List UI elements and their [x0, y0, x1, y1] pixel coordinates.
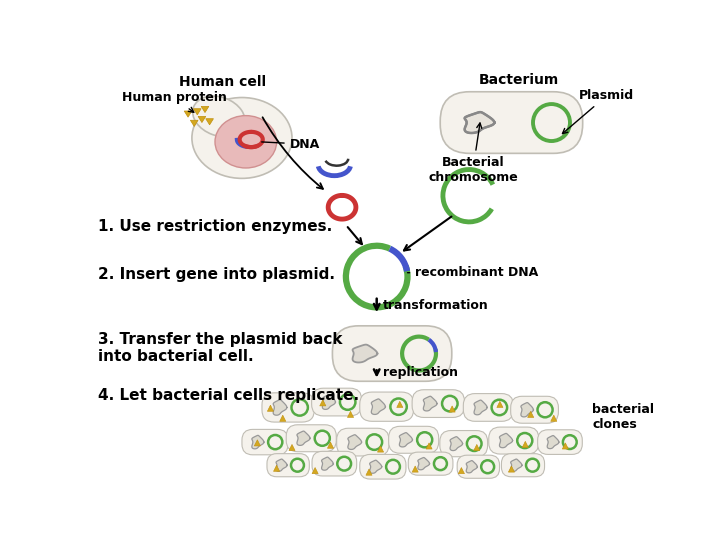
Polygon shape	[412, 466, 418, 472]
Polygon shape	[289, 444, 295, 450]
Polygon shape	[366, 469, 372, 475]
Text: 2. Insert gene into plasmid.: 2. Insert gene into plasmid.	[98, 267, 335, 282]
FancyBboxPatch shape	[360, 392, 414, 421]
Polygon shape	[500, 434, 513, 448]
Polygon shape	[201, 106, 209, 112]
Text: bacterial
clones: bacterial clones	[593, 403, 654, 431]
FancyBboxPatch shape	[287, 425, 336, 452]
Polygon shape	[194, 109, 201, 115]
FancyBboxPatch shape	[360, 455, 406, 479]
Text: Human protein: Human protein	[122, 91, 227, 112]
FancyBboxPatch shape	[440, 430, 487, 457]
Polygon shape	[353, 345, 377, 362]
Text: DNA: DNA	[261, 138, 320, 151]
Polygon shape	[297, 431, 310, 445]
Polygon shape	[369, 460, 382, 473]
Text: 1. Use restriction enzymes.: 1. Use restriction enzymes.	[98, 219, 332, 234]
Polygon shape	[474, 444, 480, 450]
Text: Bacterial
chromosome: Bacterial chromosome	[428, 123, 518, 184]
Polygon shape	[322, 457, 333, 470]
Polygon shape	[547, 436, 559, 449]
Text: 3. Transfer the plasmid back
into bacterial cell.: 3. Transfer the plasmid back into bacter…	[98, 332, 343, 365]
FancyBboxPatch shape	[389, 426, 438, 453]
Text: replication: replication	[383, 366, 458, 379]
FancyBboxPatch shape	[333, 326, 451, 381]
Polygon shape	[459, 468, 464, 474]
Polygon shape	[276, 459, 287, 471]
Polygon shape	[348, 411, 354, 417]
FancyBboxPatch shape	[489, 427, 539, 454]
Polygon shape	[467, 461, 477, 473]
Polygon shape	[279, 415, 286, 421]
Text: transformation: transformation	[383, 299, 489, 312]
Polygon shape	[497, 401, 503, 408]
FancyBboxPatch shape	[312, 388, 361, 416]
Polygon shape	[348, 435, 361, 449]
FancyBboxPatch shape	[538, 430, 582, 455]
Polygon shape	[562, 443, 568, 449]
Polygon shape	[312, 468, 318, 474]
Polygon shape	[254, 440, 261, 446]
Text: 4. Let bacterial cells replicate.: 4. Let bacterial cells replicate.	[98, 388, 359, 403]
Polygon shape	[400, 433, 413, 447]
Polygon shape	[252, 435, 264, 449]
Polygon shape	[521, 403, 534, 417]
FancyBboxPatch shape	[242, 429, 288, 455]
Polygon shape	[184, 111, 192, 117]
Polygon shape	[274, 465, 279, 471]
Polygon shape	[372, 399, 385, 414]
FancyBboxPatch shape	[510, 396, 559, 423]
Polygon shape	[206, 119, 213, 125]
Polygon shape	[522, 441, 528, 448]
Polygon shape	[397, 401, 403, 408]
Polygon shape	[426, 443, 432, 449]
Polygon shape	[198, 117, 206, 123]
Ellipse shape	[193, 96, 245, 137]
Polygon shape	[377, 446, 384, 452]
FancyBboxPatch shape	[412, 390, 464, 417]
Polygon shape	[508, 466, 515, 472]
Polygon shape	[450, 437, 462, 450]
Polygon shape	[320, 400, 326, 406]
Polygon shape	[474, 400, 487, 415]
Polygon shape	[418, 457, 430, 470]
Polygon shape	[323, 395, 336, 409]
Polygon shape	[273, 400, 287, 415]
FancyBboxPatch shape	[408, 452, 453, 475]
Text: recombinant DNA: recombinant DNA	[408, 266, 539, 279]
Text: Plasmid: Plasmid	[562, 89, 634, 133]
FancyBboxPatch shape	[440, 92, 582, 153]
FancyBboxPatch shape	[312, 451, 356, 476]
FancyBboxPatch shape	[267, 454, 310, 477]
FancyBboxPatch shape	[457, 455, 500, 478]
Polygon shape	[528, 411, 534, 417]
Polygon shape	[551, 415, 557, 421]
Polygon shape	[267, 405, 274, 411]
FancyBboxPatch shape	[501, 454, 544, 477]
Polygon shape	[464, 112, 495, 133]
Polygon shape	[423, 396, 437, 411]
FancyBboxPatch shape	[262, 393, 315, 422]
Text: Bacterium: Bacterium	[479, 73, 559, 87]
Polygon shape	[328, 442, 333, 448]
Text: Human cell: Human cell	[179, 75, 266, 89]
Polygon shape	[190, 120, 198, 126]
FancyBboxPatch shape	[337, 428, 389, 456]
Ellipse shape	[192, 98, 292, 178]
Ellipse shape	[215, 116, 276, 168]
Polygon shape	[449, 406, 455, 412]
Polygon shape	[510, 459, 522, 471]
FancyBboxPatch shape	[464, 394, 513, 421]
